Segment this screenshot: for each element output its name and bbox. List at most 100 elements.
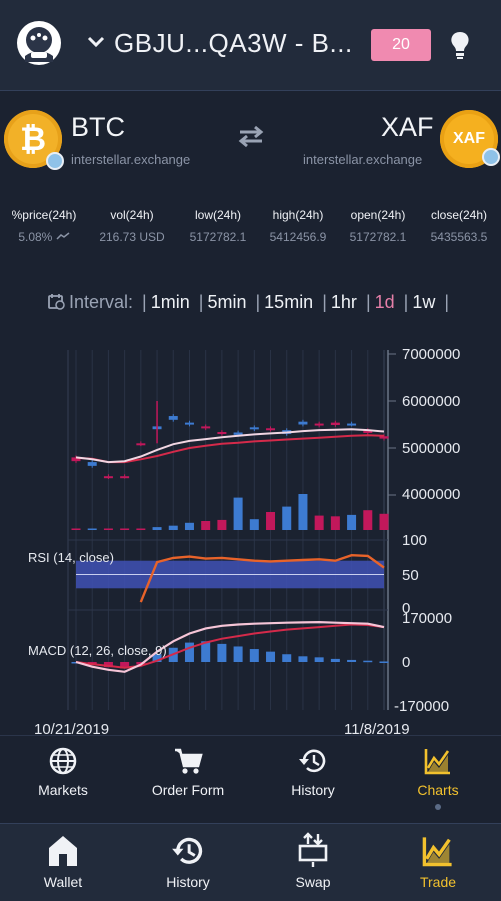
stat-open: open(24h) 5172782.1 — [349, 208, 407, 244]
interval-option-15min[interactable]: 15min — [264, 292, 314, 312]
candle-body — [201, 426, 211, 429]
volume-bar — [282, 506, 292, 530]
cart-icon — [175, 748, 203, 774]
candle-body — [71, 457, 81, 462]
macd-panel — [71, 620, 389, 673]
swap-icon — [298, 832, 328, 867]
macd-signal-line — [75, 623, 385, 669]
volume-bar — [249, 519, 259, 530]
candle-body — [314, 423, 324, 426]
swap-arrows-icon[interactable] — [236, 124, 266, 148]
x-label-end: 11/8/2019 — [344, 721, 410, 738]
candle-body — [363, 430, 373, 433]
trending-up-icon — [56, 232, 70, 240]
chevron-down-icon[interactable] — [86, 32, 106, 52]
volume-bar — [184, 522, 194, 530]
candle-body — [217, 432, 227, 435]
macd-histogram-bar — [103, 662, 113, 668]
volume-bar — [136, 528, 146, 530]
interval-option-1w[interactable]: 1w — [412, 292, 436, 312]
macd-histogram-bar — [347, 659, 357, 662]
volume-bar — [266, 512, 276, 530]
stat-high: high(24h) 5412456.9 — [269, 208, 327, 244]
volume-bar — [201, 521, 211, 530]
candlesticks — [71, 401, 389, 480]
tab-history[interactable]: History — [133, 834, 243, 890]
macd-label: MACD (12, 26, close, 9) — [28, 643, 167, 658]
volume-bar — [87, 528, 97, 530]
verified-badge-icon — [46, 152, 64, 170]
candle-body — [249, 427, 259, 430]
account-title[interactable]: GBJU...QA3W - B... — [114, 28, 353, 58]
volume-bar — [379, 513, 389, 530]
volume-bar — [103, 528, 113, 530]
tab-wallet[interactable]: Wallet — [8, 834, 118, 890]
trading-pair-header: ₿ BTC interstellar.exchange XAF interste… — [0, 96, 501, 186]
macd-histogram-bar — [201, 641, 211, 662]
tab-trade[interactable]: Trade — [383, 834, 493, 890]
interval-option-1min[interactable]: 1min — [150, 292, 190, 312]
candle-body — [136, 443, 146, 446]
macd-histogram-bar — [282, 654, 292, 662]
chart-axes: 7000000 6000000 5000000 4000000 100 50 0… — [28, 346, 460, 738]
interval-option-1d[interactable]: 1d — [374, 292, 395, 312]
volume-bar — [233, 497, 243, 530]
rsi-tick-100: 100 — [402, 532, 427, 549]
candle-body — [103, 476, 113, 479]
moving-averages — [75, 428, 385, 464]
candle-body — [184, 422, 194, 425]
nav-order-form[interactable]: Order Form — [133, 746, 243, 798]
history-icon — [172, 837, 203, 864]
volume-bar — [71, 528, 81, 530]
macd-histogram-bar — [217, 643, 227, 662]
macd-histogram-bar — [249, 649, 259, 662]
candle-body — [266, 428, 276, 431]
volume-bar — [314, 515, 324, 530]
stat-price-change: %price(24h) 5.08% — [11, 208, 77, 244]
top-app-bar: GBJU...QA3W - B... 20 — [0, 0, 501, 91]
astronaut-avatar-icon[interactable] — [16, 20, 62, 66]
lightbulb-icon[interactable] — [448, 30, 472, 60]
interval-selector: Interval: | 1min | 5min | 15min | 1hr | 1d | 1… — [48, 292, 453, 313]
base-symbol: BTC — [71, 112, 125, 142]
xaf-logo-icon: XAF — [440, 110, 500, 168]
tab-swap[interactable]: Swap — [258, 832, 368, 890]
nav-markets[interactable]: Markets — [8, 746, 118, 798]
price-tick-7000000: 7000000 — [402, 346, 460, 363]
price-tick-5000000: 5000000 — [402, 440, 460, 457]
interval-option-5min[interactable]: 5min — [207, 292, 247, 312]
rsi-tick-0: 0 — [402, 600, 410, 617]
ma-line-white — [75, 428, 385, 464]
calendar-clock-icon — [48, 294, 65, 310]
candle-body — [298, 421, 308, 425]
volume-bars — [71, 494, 389, 530]
volume-bar — [152, 527, 162, 530]
globe-icon — [49, 747, 77, 775]
macd-histogram-bar — [266, 651, 276, 662]
macd-histogram-bar — [152, 654, 162, 662]
rsi-line — [139, 553, 385, 603]
trade-chart-icon — [422, 837, 452, 867]
candle-body — [168, 416, 178, 420]
price-tick-4000000: 4000000 — [402, 486, 460, 503]
stat-low: low(24h) 5172782.1 — [189, 208, 247, 244]
volume-bar — [298, 494, 308, 530]
price-chart[interactable]: 7000000 6000000 5000000 4000000 100 50 0… — [0, 340, 501, 740]
macd-histogram-bar — [379, 661, 389, 663]
interval-option-1hr[interactable]: 1hr — [330, 292, 357, 312]
verified-badge-icon — [482, 148, 500, 166]
chart-icon — [424, 749, 450, 775]
nav-charts[interactable]: Charts — [383, 746, 493, 798]
volume-bar — [217, 519, 227, 530]
candle-body — [330, 422, 340, 425]
rsi-panel — [76, 553, 385, 603]
nav-history[interactable]: History — [258, 746, 368, 798]
notification-badge[interactable]: 20 — [371, 29, 431, 61]
volume-bar — [363, 510, 373, 530]
macd-histogram-bar — [330, 658, 340, 662]
macd-tick-neg170000: -170000 — [394, 698, 449, 715]
stat-close: close(24h) 5435563.5 — [430, 208, 488, 244]
stat-volume: vol(24h) 216.73 USD — [99, 208, 165, 244]
ma-line-red — [75, 434, 385, 464]
macd-histogram-bar — [184, 642, 194, 662]
